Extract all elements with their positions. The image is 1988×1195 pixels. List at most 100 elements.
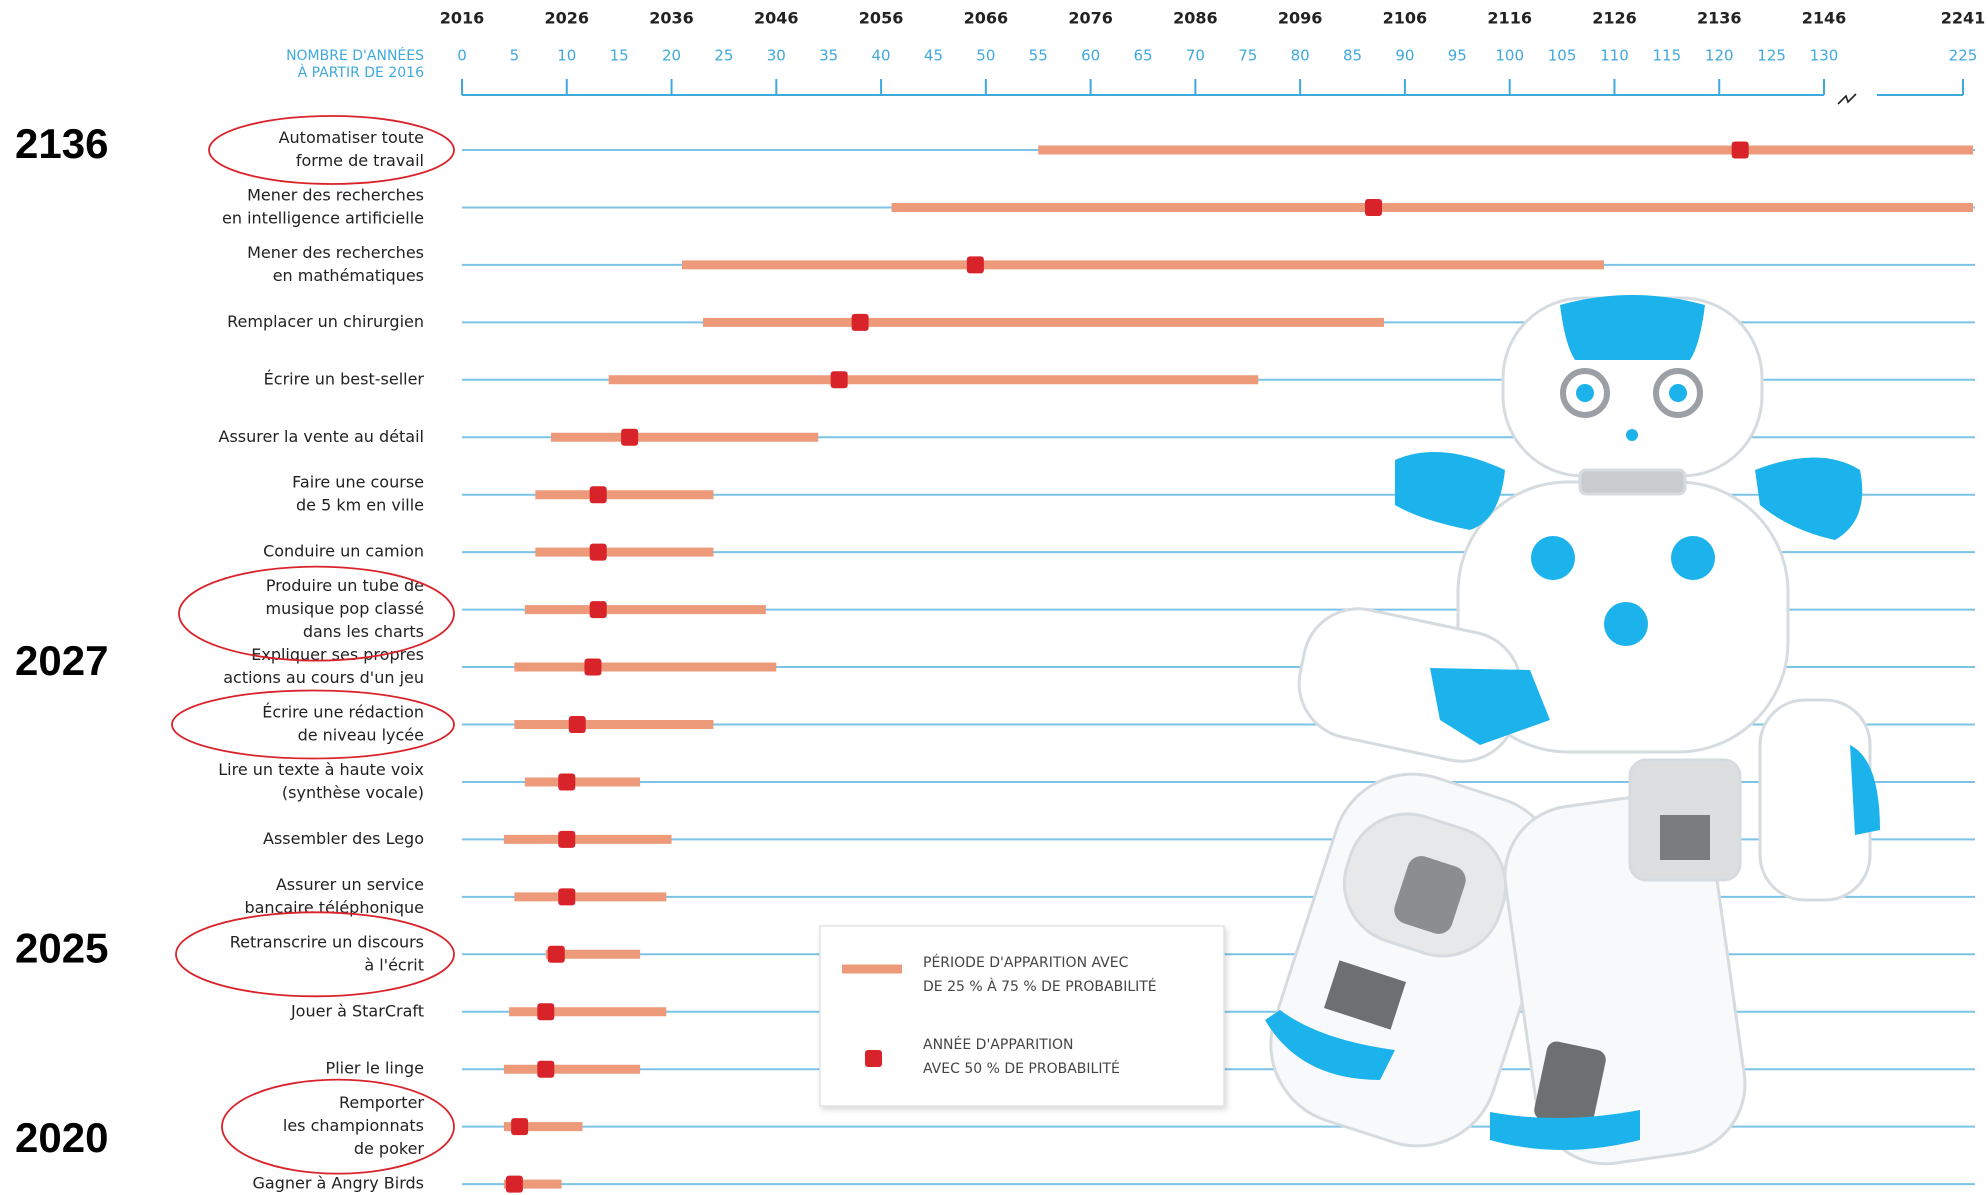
legend-swatch bbox=[865, 1050, 882, 1067]
category-label: Écrire un best-seller bbox=[264, 369, 425, 388]
legend-box bbox=[819, 925, 1225, 1107]
category-label: à l'écrit bbox=[364, 955, 424, 974]
category-label: Plier le linge bbox=[326, 1059, 424, 1078]
x-tick-label: 25 bbox=[714, 47, 733, 65]
category-label: Remporter bbox=[339, 1093, 424, 1112]
x2-tick-label: 2036 bbox=[649, 9, 694, 28]
median-marker bbox=[589, 486, 607, 504]
category-label: de poker bbox=[354, 1139, 425, 1158]
category-label: Remplacer un chirurgien bbox=[227, 312, 424, 331]
axis-break bbox=[1837, 93, 1857, 105]
x2-tick-label: 2076 bbox=[1068, 9, 1113, 28]
x-tick-label: 125 bbox=[1757, 47, 1786, 65]
highlight-circle bbox=[171, 689, 455, 760]
x2-tick-label: 2146 bbox=[1802, 9, 1847, 28]
x-tick-label: 75 bbox=[1238, 47, 1257, 65]
x2-tick-label: 2096 bbox=[1278, 9, 1323, 28]
median-marker bbox=[851, 313, 869, 331]
x-tick-label: 130 bbox=[1810, 47, 1839, 65]
annotation: 2136 bbox=[15, 120, 108, 167]
median-marker bbox=[547, 945, 565, 963]
x-tick-label: 0 bbox=[457, 47, 467, 65]
highlight-circle bbox=[221, 1078, 455, 1175]
x2-tick-label: 2136 bbox=[1697, 9, 1742, 28]
x-tick-label: 100 bbox=[1495, 47, 1524, 65]
median-marker bbox=[511, 1118, 529, 1136]
median-marker bbox=[589, 543, 607, 561]
highlight-circle bbox=[208, 115, 455, 185]
x2-tick-label: 2116 bbox=[1487, 9, 1532, 28]
median-marker bbox=[558, 773, 576, 791]
category-label: de 5 km en ville bbox=[296, 496, 424, 515]
category-label: Jouer à StarCraft bbox=[290, 1001, 424, 1020]
median-marker bbox=[558, 888, 576, 906]
median-marker bbox=[537, 1003, 555, 1021]
x-tick-label: 50 bbox=[976, 47, 995, 65]
category-label: (synthèse vocale) bbox=[282, 783, 424, 802]
x-tick-label: 95 bbox=[1448, 47, 1467, 65]
x2-tick-label: 2066 bbox=[964, 9, 1009, 28]
legend-label: ANNÉE D'APPARITION bbox=[923, 1036, 1073, 1053]
median-marker bbox=[505, 1175, 523, 1193]
x-tick-label: 40 bbox=[872, 47, 891, 65]
median-marker bbox=[1731, 141, 1749, 159]
category-label: Assurer un service bbox=[276, 875, 424, 894]
category-label: les championnats bbox=[283, 1116, 424, 1135]
category-label: Expliquer ses propres bbox=[251, 645, 424, 664]
x-tick-label: 90 bbox=[1395, 47, 1414, 65]
category-label: Retranscrire un discours bbox=[230, 932, 424, 951]
x2-tick-label: 2046 bbox=[754, 9, 799, 28]
category-label: musique pop classé bbox=[266, 599, 424, 618]
x-tick-label: 10 bbox=[557, 47, 576, 65]
median-marker bbox=[1364, 198, 1382, 216]
annotation: 2020 bbox=[15, 1114, 108, 1161]
legend-label: PÉRIODE D'APPARITION AVEC bbox=[923, 954, 1129, 971]
x-tick-label: 55 bbox=[1029, 47, 1048, 65]
x2-tick-label: 2106 bbox=[1383, 9, 1428, 28]
robot-illustration bbox=[1265, 295, 1880, 1166]
x-tick-label: 5 bbox=[510, 47, 520, 65]
x-tick-label: 20 bbox=[662, 47, 681, 65]
category-label: Assembler des Lego bbox=[263, 829, 424, 848]
highlight-circle bbox=[175, 911, 455, 998]
median-marker bbox=[558, 830, 576, 848]
category-label: Écrire une rédaction bbox=[262, 703, 424, 722]
x-tick-label: 120 bbox=[1705, 47, 1734, 65]
median-marker bbox=[537, 1060, 555, 1078]
x-tick-label: 15 bbox=[610, 47, 629, 65]
legend-label: DE 25 % À 75 % DE PROBABILITÉ bbox=[923, 978, 1157, 995]
x2-tick-label: 2016 bbox=[440, 9, 485, 28]
annotation: 2027 bbox=[15, 637, 108, 684]
foreground-layer: 2016 2026 2036 2046 2056 2066 2076 2086 2096 2106… bbox=[15, 9, 1985, 1193]
category-label: dans les charts bbox=[303, 622, 424, 641]
median-marker bbox=[830, 371, 848, 389]
x-tick-label: 110 bbox=[1600, 47, 1629, 65]
x-tick-label: 60 bbox=[1081, 47, 1100, 65]
category-label: Mener des recherches bbox=[247, 185, 424, 204]
median-marker bbox=[568, 716, 586, 733]
legend-label: AVEC 50 % DE PROBABILITÉ bbox=[923, 1060, 1120, 1077]
x-tick-label: 115 bbox=[1653, 47, 1682, 65]
x-tick-label: 30 bbox=[767, 47, 786, 65]
category-label: Gagner à Angry Birds bbox=[253, 1174, 424, 1193]
category-label: Mener des recherches bbox=[247, 243, 424, 262]
x-tick-label: 45 bbox=[924, 47, 943, 65]
category-label: Conduire un camion bbox=[263, 542, 424, 561]
category-label: Faire une course bbox=[292, 473, 424, 492]
x-tick-label: 225 bbox=[1949, 47, 1978, 65]
x-axis-title: NOMBRE D'ANNÉES bbox=[286, 47, 424, 64]
category-label: forme de travail bbox=[296, 151, 424, 170]
category-label: Automatiser toute bbox=[279, 128, 424, 147]
x-axis-title: À PARTIR DE 2016 bbox=[298, 64, 425, 81]
x2-tick-label: 2056 bbox=[859, 9, 904, 28]
category-label: en intelligence artificielle bbox=[222, 208, 424, 227]
median-marker bbox=[966, 256, 984, 274]
x2-tick-label: 2086 bbox=[1173, 9, 1218, 28]
x-tick-label: 105 bbox=[1548, 47, 1577, 65]
x-tick-label: 35 bbox=[819, 47, 838, 65]
x-tick-label: 65 bbox=[1133, 47, 1152, 65]
category-label: Assurer la vente au détail bbox=[219, 427, 424, 446]
category-label: en mathématiques bbox=[273, 266, 424, 285]
x2-tick-label: 2126 bbox=[1592, 9, 1637, 28]
